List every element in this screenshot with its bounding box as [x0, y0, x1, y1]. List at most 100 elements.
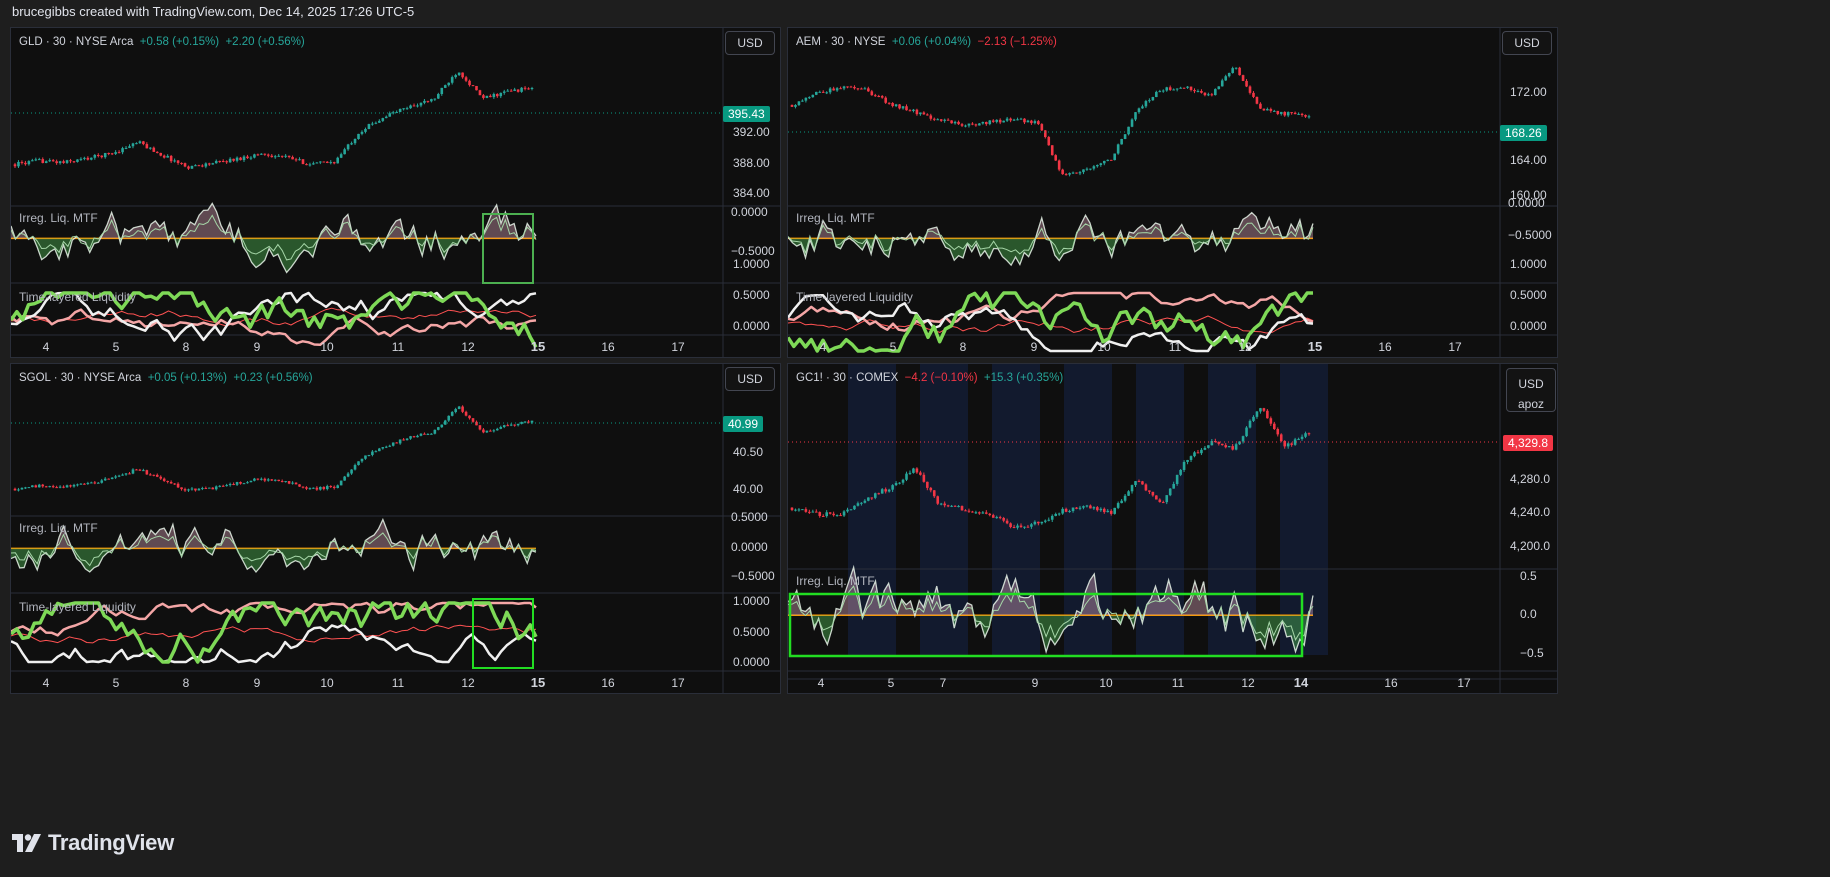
indicator-label[interactable]: Irreg. Liq. MTF — [19, 211, 98, 225]
candle-body — [1158, 499, 1162, 503]
candle-body — [65, 160, 69, 163]
candle-body — [1193, 89, 1196, 92]
candle-body — [1064, 174, 1068, 176]
candle-body — [412, 436, 416, 438]
candle-body — [27, 161, 31, 165]
chart-panel-gld[interactable]: 392.00 388.00 384.00 0.0000 −0.5000 1.0000 0.5… — [10, 27, 781, 358]
candle-body — [1269, 109, 1273, 111]
candle-body — [90, 482, 93, 484]
candle-body — [440, 424, 444, 428]
candle-body — [1023, 118, 1026, 123]
candle-body — [96, 482, 100, 484]
candle-body — [287, 155, 291, 157]
candle-body — [346, 473, 350, 477]
candle-body — [277, 479, 281, 482]
indicator-label[interactable]: Time-layered Liquidity — [19, 600, 136, 614]
candle-body — [1113, 153, 1116, 161]
candle-body — [246, 482, 249, 484]
indicator-label[interactable]: Irreg. Liq. MTF — [796, 574, 875, 588]
candle-body — [1137, 108, 1141, 113]
change-period: +2.20 (+0.56%) — [225, 36, 305, 48]
candle-body — [121, 474, 124, 476]
symbol-legend[interactable]: AEM · 30 · NYSE +0.06 (+0.04%) −2.13 (−1… — [796, 36, 1057, 48]
candle-body — [828, 512, 832, 514]
candle-body — [145, 470, 149, 475]
indicator-label[interactable]: Time-layered Liquidity — [19, 290, 136, 304]
symbol-title[interactable]: GLD · 30 · NYSE Arca — [19, 36, 134, 48]
time-axis-tick: 8 — [183, 676, 190, 690]
candle-body — [263, 478, 267, 481]
candle-body — [426, 434, 430, 436]
candle-body — [835, 88, 839, 91]
candle-body — [79, 158, 83, 160]
candle-body — [107, 478, 110, 480]
candle-body — [169, 155, 173, 162]
candle-body — [915, 468, 919, 473]
candle-body — [492, 430, 496, 432]
candle-body — [176, 483, 180, 488]
candle-body — [374, 122, 378, 124]
candle-body — [391, 442, 395, 446]
candle-body — [926, 481, 929, 488]
time-axis-tick: 5 — [113, 676, 120, 690]
candle-body — [1283, 111, 1287, 116]
indicator-label[interactable]: Time-layered Liquidity — [796, 290, 913, 304]
currency-button[interactable]: USD — [1502, 31, 1552, 55]
candle-body — [201, 165, 204, 167]
candle-body — [291, 482, 294, 484]
candle-body — [790, 104, 794, 107]
candle-body — [221, 160, 225, 162]
candle-body — [898, 482, 901, 484]
candle-body — [932, 118, 936, 120]
symbol-title[interactable]: GC1! · 30 · COMEX — [796, 372, 899, 384]
candle-body — [176, 160, 180, 163]
chart-canvas-sgol[interactable]: 40.50 40.00 0.5000 0.0000 −0.5000 1.0000 0.500… — [11, 364, 781, 694]
indicator-label[interactable]: Irreg. Liq. MTF — [19, 521, 98, 535]
candle-body — [1161, 502, 1165, 504]
currency-button[interactable]: USD — [725, 31, 775, 55]
candle-body — [218, 485, 222, 487]
candle-body — [405, 108, 409, 110]
symbol-title[interactable]: AEM · 30 · NYSE — [796, 36, 886, 48]
symbol-title[interactable]: SGOL · 30 · NYSE Arca — [19, 372, 142, 384]
indicator-label[interactable]: Irreg. Liq. MTF — [796, 211, 875, 225]
candle-body — [443, 85, 447, 88]
candle-body — [1127, 491, 1130, 496]
candle-body — [860, 88, 863, 90]
chart-panel-gc1[interactable]: 4,280.0 4,240.0 4,200.0 0.5 0.0 −0.5 4 5 7 9 10 11 1… — [787, 363, 1558, 694]
candle-body — [1172, 89, 1175, 91]
candle-body — [426, 100, 430, 102]
currency-button[interactable]: USD — [725, 367, 775, 391]
candle-body — [835, 515, 839, 517]
chart-canvas-gc1[interactable]: 4,280.0 4,240.0 4,200.0 0.5 0.0 −0.5 4 5 7 9 10 11 1… — [788, 364, 1558, 694]
candle-body — [1016, 525, 1019, 528]
candle-body — [1248, 86, 1252, 93]
chart-panel-aem[interactable]: 172.00 164.00 160.00 0.0000 −0.5000 1.0000 0.5… — [787, 27, 1558, 358]
candle-body — [527, 421, 530, 423]
chart-canvas-aem[interactable]: 172.00164.00160.000.0000−0.50001.00000.5… — [788, 28, 1558, 358]
chart-panel-sgol[interactable]: 40.50 40.00 0.5000 0.0000 −0.5000 1.0000 0.500… — [10, 363, 781, 694]
candle-body — [412, 105, 416, 107]
candle-body — [44, 161, 48, 163]
highlight-box — [482, 213, 534, 284]
candle-body — [1127, 126, 1130, 135]
candle-body — [957, 506, 960, 508]
candle-body — [957, 121, 960, 125]
currency-button[interactable]: USD apoz — [1506, 368, 1556, 412]
candle-body — [794, 105, 797, 107]
candle-body — [943, 503, 946, 506]
candle-body — [305, 487, 308, 489]
candle-body — [378, 120, 381, 123]
candle-body — [339, 480, 343, 486]
candle-body — [919, 472, 922, 475]
candle-body — [204, 163, 208, 167]
candle-body — [1064, 508, 1068, 512]
symbol-legend[interactable]: SGOL · 30 · NYSE Arca +0.05 (+0.13%) +0.… — [19, 372, 313, 384]
price-axis-tick: 4,240.0 — [1510, 505, 1550, 519]
symbol-legend[interactable]: GLD · 30 · NYSE Arca +0.58 (+0.15%) +2.2… — [19, 36, 305, 48]
candle-body — [1168, 488, 1172, 496]
candle-body — [1030, 524, 1033, 527]
symbol-legend[interactable]: GC1! · 30 · COMEX −4.2 (−0.10%) +15.3 (+… — [796, 372, 1063, 384]
candle-body — [953, 121, 957, 124]
